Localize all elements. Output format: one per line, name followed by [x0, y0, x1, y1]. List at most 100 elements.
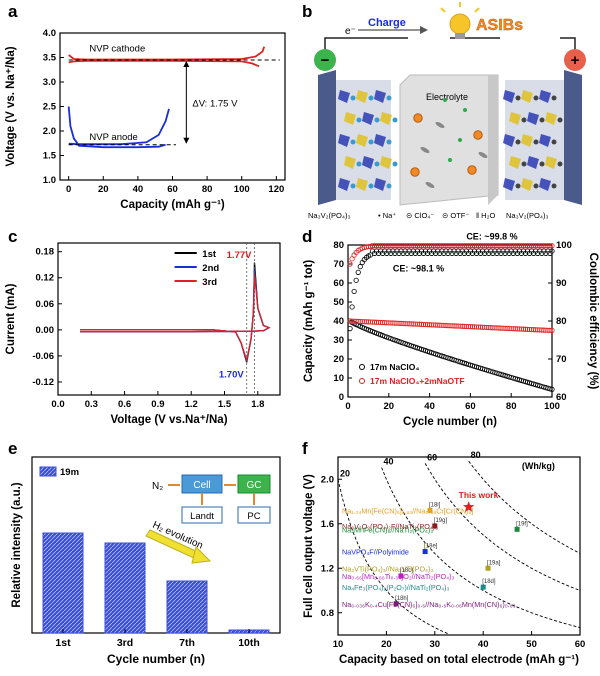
- delta-v-annotation: ΔV: 1.75 V: [192, 98, 238, 109]
- legend-label: 19m: [60, 467, 79, 478]
- capacity-point: [547, 386, 553, 392]
- panel-e: e 1st 3rd 7th 10th Cycle number (n) Relative …: [0, 435, 300, 671]
- legend-label: 2nd: [202, 263, 219, 274]
- scheme-landt-box: [181, 506, 223, 524]
- legend-swatch: [39, 466, 57, 477]
- crystal-atom: [521, 161, 527, 167]
- scheme-pc-box: [237, 506, 271, 524]
- na-ion: [448, 158, 452, 162]
- cathode-series-label: NVP cathode: [89, 44, 145, 55]
- scheme-landt: Landt: [190, 511, 214, 522]
- crystal-polyhedron: [380, 156, 392, 169]
- series-0-discharge: [68, 60, 260, 68]
- crystal-polyhedron: [356, 178, 368, 191]
- crystal-atom: [539, 161, 545, 167]
- category-label: 7th: [179, 637, 195, 649]
- y-tick-label: 60: [333, 278, 344, 289]
- crystal-polyhedron: [503, 178, 515, 191]
- panel-label-e: e: [8, 439, 18, 458]
- y2-tick-label: 90: [556, 278, 567, 289]
- oxidation-peak-label: 1.77V: [227, 250, 252, 261]
- legend-label: 1st: [202, 249, 217, 260]
- energy-curve-60: [424, 463, 581, 591]
- y-tick-label: 1.2: [321, 563, 334, 574]
- crystal-atom: [551, 95, 557, 101]
- crystal-polyhedron: [374, 90, 386, 103]
- panel-c: c 0.0 0.3 0.6 0.9 1.2 1.5 1.8 -0.12 -0.06 0.00 0.0…: [0, 225, 300, 435]
- clo4-ion: [467, 165, 477, 175]
- chart-e: 1st 3rd 7th 10th Cycle number (n) Relative in…: [11, 456, 281, 666]
- scheme-n2: N₂: [152, 481, 163, 492]
- x-tick-label: 40: [424, 401, 435, 412]
- capacity-point: [549, 327, 555, 334]
- reduction-peak-label: 1.70V: [219, 370, 244, 381]
- x-axis-label: Capacity based on total electrode (mAh g…: [339, 654, 579, 666]
- clo4-ion: [473, 130, 483, 140]
- water-molecule: [435, 121, 445, 129]
- series-0-charge: [68, 46, 266, 61]
- crystal-polyhedron: [521, 178, 533, 191]
- category-label: 10th: [238, 637, 260, 649]
- crystal-structure-icon: [338, 90, 563, 191]
- water-molecule: [420, 146, 430, 154]
- y-tick-label: 4.0: [43, 28, 56, 39]
- crystal-polyhedron: [374, 178, 386, 191]
- chart-c: 0.0 0.3 0.6 0.9 1.2 1.5 1.8 -0.12 -0.06 0.00 0.06 0…: [5, 242, 281, 426]
- y-axis-label: Current (mA): [5, 283, 17, 354]
- x-tick-label: 60: [575, 639, 586, 650]
- crystal-atom: [392, 161, 398, 167]
- ce-point: [547, 243, 553, 249]
- crystal-polyhedron: [503, 90, 515, 103]
- reference-label: [18d]: [482, 579, 496, 585]
- crystal-polyhedron: [380, 112, 392, 125]
- legend-na-ion: • Na⁺: [378, 211, 396, 220]
- minus-label: −: [321, 52, 330, 69]
- h2-arrow-head: [191, 546, 212, 564]
- charge-label: Charge: [368, 17, 406, 29]
- crystal-polyhedron: [545, 156, 557, 169]
- crystal-atom: [350, 183, 356, 189]
- y-tick-label: 2.5: [43, 102, 57, 113]
- reference-label: [19a]: [487, 560, 501, 566]
- y2-tick-label: 80: [556, 316, 567, 327]
- y-tick-label: 3.5: [43, 53, 57, 64]
- category-label: 1st: [55, 637, 71, 649]
- crystal-atom: [356, 117, 362, 123]
- y2-tick-label: 100: [556, 240, 572, 251]
- y-axis-label: Relative intensity (a.u.): [11, 482, 23, 607]
- legend-label: 3rd: [202, 277, 217, 288]
- crystal-atom: [392, 117, 398, 123]
- crystal-polyhedron: [539, 178, 551, 191]
- y-axis-label: Full cell output voltage (V): [303, 474, 315, 618]
- data-point: [485, 565, 491, 571]
- x-tick-label: 20: [381, 639, 392, 650]
- crystal-atom: [533, 95, 539, 101]
- y-tick-label: 20: [333, 354, 344, 365]
- capacity-point: [547, 327, 553, 334]
- crystal-polyhedron: [338, 134, 350, 147]
- energy-label: 60: [427, 452, 437, 462]
- crystal-atom: [533, 183, 539, 189]
- x-tick-label: 80: [506, 401, 517, 412]
- y-tick-label: 10: [333, 373, 344, 384]
- y-tick-label: 0.12: [36, 273, 55, 284]
- panel-label-d: d: [302, 227, 313, 246]
- crystal-polyhedron: [509, 112, 521, 125]
- cv-curve-3rd: [80, 273, 271, 363]
- scheme-cell: Cell: [193, 480, 210, 491]
- point-label: Na₃VTi(PO₄)₃//Na₃VTi(PO₄)₃: [342, 564, 433, 573]
- x-tick-label: 0: [345, 401, 350, 412]
- plot-frame: [57, 242, 281, 396]
- energy-label: 80: [471, 450, 481, 460]
- electrolyte-label: Electrolyte: [426, 92, 468, 102]
- panel-b: b e⁻ Charge ASIBs − +: [300, 0, 600, 225]
- cv-curve-1st: [80, 262, 271, 363]
- y-tick-label: -0.06: [32, 351, 54, 362]
- y-tick-label: 30: [333, 335, 344, 346]
- y-tick-label: 1.5: [43, 151, 57, 162]
- crystal-atom: [515, 139, 521, 145]
- ce-point: [351, 288, 357, 295]
- clo4-ion: [413, 113, 423, 123]
- x-tick-label: 10: [333, 639, 344, 650]
- x-tick-label: 1.5: [218, 399, 232, 410]
